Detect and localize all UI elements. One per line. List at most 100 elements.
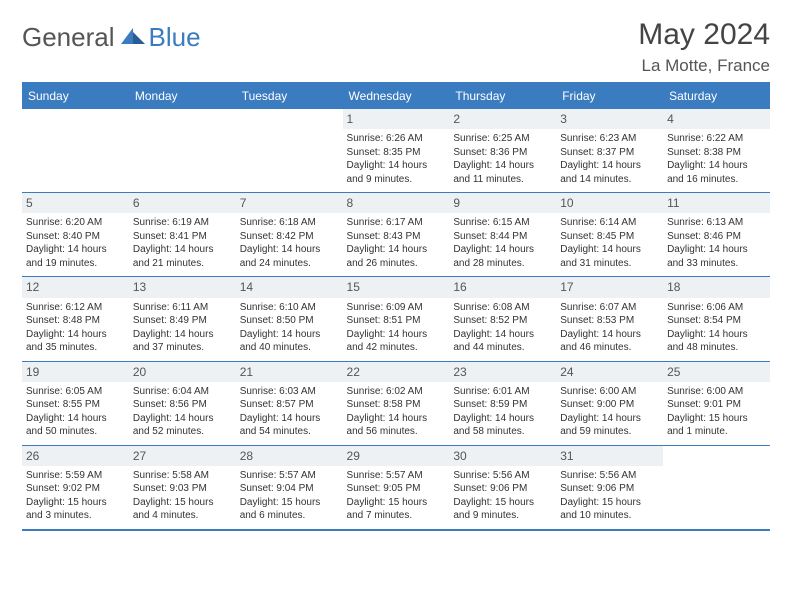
calendar-cell: 3Sunrise: 6:23 AMSunset: 8:37 PMDaylight… xyxy=(556,109,663,193)
calendar-week-row: 5Sunrise: 6:20 AMSunset: 8:40 PMDaylight… xyxy=(22,193,770,277)
daylight-text: Daylight: 15 hours and 7 minutes. xyxy=(347,496,446,523)
sunrise-text: Sunrise: 6:13 AM xyxy=(667,216,766,230)
calendar-cell: 20Sunrise: 6:04 AMSunset: 8:56 PMDayligh… xyxy=(129,361,236,445)
sunset-text: Sunset: 8:37 PM xyxy=(560,146,659,160)
brand-part2: Blue xyxy=(149,22,201,53)
day-number: 21 xyxy=(236,362,343,382)
day-number: 9 xyxy=(449,193,556,213)
sunset-text: Sunset: 9:02 PM xyxy=(26,482,125,496)
calendar-cell: 13Sunrise: 6:11 AMSunset: 8:49 PMDayligh… xyxy=(129,277,236,361)
daylight-text: Daylight: 14 hours and 44 minutes. xyxy=(453,328,552,355)
calendar-cell: 22Sunrise: 6:02 AMSunset: 8:58 PMDayligh… xyxy=(343,361,450,445)
sunrise-text: Sunrise: 6:18 AM xyxy=(240,216,339,230)
daylight-text: Daylight: 14 hours and 40 minutes. xyxy=(240,328,339,355)
sunset-text: Sunset: 8:41 PM xyxy=(133,230,232,244)
day-number: 12 xyxy=(22,277,129,297)
daylight-text: Daylight: 14 hours and 42 minutes. xyxy=(347,328,446,355)
day-header: Saturday xyxy=(663,83,770,109)
sunset-text: Sunset: 9:03 PM xyxy=(133,482,232,496)
sunrise-text: Sunrise: 5:57 AM xyxy=(347,469,446,483)
daylight-text: Daylight: 14 hours and 52 minutes. xyxy=(133,412,232,439)
sunrise-text: Sunrise: 6:23 AM xyxy=(560,132,659,146)
daylight-text: Daylight: 14 hours and 11 minutes. xyxy=(453,159,552,186)
day-header: Monday xyxy=(129,83,236,109)
sunset-text: Sunset: 8:44 PM xyxy=(453,230,552,244)
calendar-cell: 30Sunrise: 5:56 AMSunset: 9:06 PMDayligh… xyxy=(449,445,556,530)
day-header: Sunday xyxy=(22,83,129,109)
sunrise-text: Sunrise: 6:02 AM xyxy=(347,385,446,399)
sunrise-text: Sunrise: 6:20 AM xyxy=(26,216,125,230)
sunrise-text: Sunrise: 6:05 AM xyxy=(26,385,125,399)
title-block: May 2024 La Motte, France xyxy=(638,18,770,76)
daylight-text: Daylight: 14 hours and 16 minutes. xyxy=(667,159,766,186)
sunset-text: Sunset: 8:51 PM xyxy=(347,314,446,328)
day-number: 24 xyxy=(556,362,663,382)
daylight-text: Daylight: 14 hours and 48 minutes. xyxy=(667,328,766,355)
sunset-text: Sunset: 8:46 PM xyxy=(667,230,766,244)
daylight-text: Daylight: 14 hours and 21 minutes. xyxy=(133,243,232,270)
daylight-text: Daylight: 14 hours and 26 minutes. xyxy=(347,243,446,270)
calendar-cell: 29Sunrise: 5:57 AMSunset: 9:05 PMDayligh… xyxy=(343,445,450,530)
brand-logo: General Blue xyxy=(22,22,201,53)
daylight-text: Daylight: 14 hours and 58 minutes. xyxy=(453,412,552,439)
calendar-week-row: 26Sunrise: 5:59 AMSunset: 9:02 PMDayligh… xyxy=(22,445,770,530)
sunrise-text: Sunrise: 5:56 AM xyxy=(453,469,552,483)
calendar-cell xyxy=(22,109,129,193)
daylight-text: Daylight: 15 hours and 10 minutes. xyxy=(560,496,659,523)
sunrise-text: Sunrise: 5:58 AM xyxy=(133,469,232,483)
daylight-text: Daylight: 14 hours and 28 minutes. xyxy=(453,243,552,270)
calendar-cell: 5Sunrise: 6:20 AMSunset: 8:40 PMDaylight… xyxy=(22,193,129,277)
sunrise-text: Sunrise: 6:09 AM xyxy=(347,301,446,315)
sunset-text: Sunset: 8:54 PM xyxy=(667,314,766,328)
calendar-cell: 31Sunrise: 5:56 AMSunset: 9:06 PMDayligh… xyxy=(556,445,663,530)
calendar-cell: 10Sunrise: 6:14 AMSunset: 8:45 PMDayligh… xyxy=(556,193,663,277)
daylight-text: Daylight: 14 hours and 59 minutes. xyxy=(560,412,659,439)
sunrise-text: Sunrise: 6:17 AM xyxy=(347,216,446,230)
day-number: 19 xyxy=(22,362,129,382)
sunset-text: Sunset: 8:43 PM xyxy=(347,230,446,244)
calendar-cell xyxy=(663,445,770,530)
sunrise-text: Sunrise: 6:06 AM xyxy=(667,301,766,315)
sunrise-text: Sunrise: 6:03 AM xyxy=(240,385,339,399)
day-number: 1 xyxy=(343,109,450,129)
sunset-text: Sunset: 8:38 PM xyxy=(667,146,766,160)
calendar-cell: 28Sunrise: 5:57 AMSunset: 9:04 PMDayligh… xyxy=(236,445,343,530)
sunset-text: Sunset: 9:04 PM xyxy=(240,482,339,496)
sunrise-text: Sunrise: 6:07 AM xyxy=(560,301,659,315)
calendar-table: Sunday Monday Tuesday Wednesday Thursday… xyxy=(22,82,770,531)
day-number: 13 xyxy=(129,277,236,297)
day-number: 20 xyxy=(129,362,236,382)
day-number: 3 xyxy=(556,109,663,129)
sunrise-text: Sunrise: 6:12 AM xyxy=(26,301,125,315)
calendar-cell: 7Sunrise: 6:18 AMSunset: 8:42 PMDaylight… xyxy=(236,193,343,277)
sunrise-text: Sunrise: 5:57 AM xyxy=(240,469,339,483)
daylight-text: Daylight: 14 hours and 56 minutes. xyxy=(347,412,446,439)
daylight-text: Daylight: 14 hours and 50 minutes. xyxy=(26,412,125,439)
day-number: 29 xyxy=(343,446,450,466)
daylight-text: Daylight: 14 hours and 19 minutes. xyxy=(26,243,125,270)
day-number: 22 xyxy=(343,362,450,382)
calendar-cell: 14Sunrise: 6:10 AMSunset: 8:50 PMDayligh… xyxy=(236,277,343,361)
sunrise-text: Sunrise: 6:25 AM xyxy=(453,132,552,146)
sunrise-text: Sunrise: 6:00 AM xyxy=(560,385,659,399)
day-number: 31 xyxy=(556,446,663,466)
day-number: 28 xyxy=(236,446,343,466)
header: General Blue May 2024 La Motte, France xyxy=(22,18,770,76)
day-number: 25 xyxy=(663,362,770,382)
calendar-cell: 9Sunrise: 6:15 AMSunset: 8:44 PMDaylight… xyxy=(449,193,556,277)
brand-mark-icon xyxy=(119,26,147,46)
sunset-text: Sunset: 8:48 PM xyxy=(26,314,125,328)
calendar-week-row: 12 Sunrise: 6:12 AMSunset: 8:48 PM Dayligh… xyxy=(22,277,770,361)
day-number: 10 xyxy=(556,193,663,213)
sunset-text: Sunset: 8:40 PM xyxy=(26,230,125,244)
day-number: 26 xyxy=(22,446,129,466)
day-number: 17 xyxy=(556,277,663,297)
sunset-text: Sunset: 8:59 PM xyxy=(453,398,552,412)
sunrise-text: Sunrise: 6:19 AM xyxy=(133,216,232,230)
calendar-week-row: 1Sunrise: 6:26 AMSunset: 8:35 PMDaylight… xyxy=(22,109,770,193)
sunrise-text: Sunrise: 6:01 AM xyxy=(453,385,552,399)
sunset-text: Sunset: 8:50 PM xyxy=(240,314,339,328)
calendar-cell: 24Sunrise: 6:00 AMSunset: 9:00 PMDayligh… xyxy=(556,361,663,445)
day-number: 23 xyxy=(449,362,556,382)
calendar-cell: 21Sunrise: 6:03 AMSunset: 8:57 PMDayligh… xyxy=(236,361,343,445)
